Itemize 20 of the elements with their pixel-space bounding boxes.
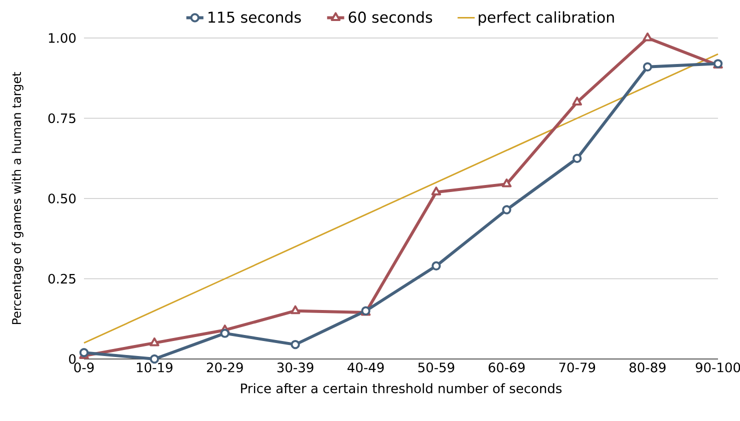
x-tick-label: 40-49 xyxy=(348,362,384,372)
x-tick-label: 0-9 xyxy=(74,362,94,372)
x-tick-label: 50-59 xyxy=(418,362,454,372)
x-axis-title: Price after a certain threshold number of seconds xyxy=(241,383,562,394)
x-tick-label: 20-29 xyxy=(206,362,243,372)
x-tick-label: 80-89 xyxy=(630,362,666,372)
x-tick-label: 90-100 xyxy=(696,362,740,372)
x-tick-label: 30-39 xyxy=(277,362,314,372)
legend-label: 115 seconds xyxy=(208,11,301,23)
y-tick-label: 0.25 xyxy=(48,274,76,284)
y-tick-label: 0 xyxy=(69,354,76,364)
y-axis-title: Percentage of games with a human target xyxy=(12,72,24,324)
legend-label: perfect calibration xyxy=(478,11,614,26)
x-tick-label: 70-79 xyxy=(559,362,596,372)
x-tick-label: 10-19 xyxy=(136,362,172,372)
legend-label: 60 seconds xyxy=(348,11,432,23)
x-tick-label: 60-69 xyxy=(488,362,525,372)
y-tick-label: 0.50 xyxy=(48,194,76,204)
y-tick-label: 0.75 xyxy=(48,113,76,124)
y-tick-label: 1.00 xyxy=(48,33,76,43)
